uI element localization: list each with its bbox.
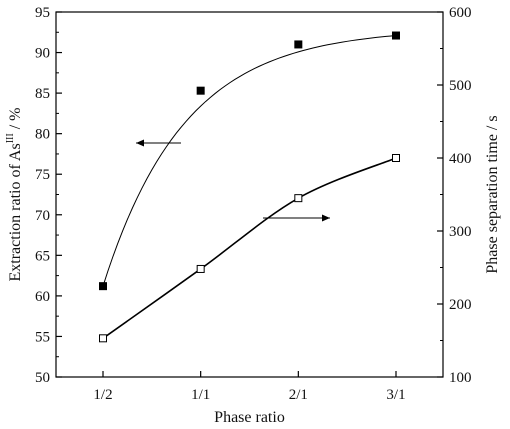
filled-square-point [99,282,107,291]
left-tick-label: 75 [35,167,50,183]
left-tick-label: 95 [35,5,50,21]
right-tick-label: 300 [449,224,472,240]
right-tick-label: 400 [449,151,472,167]
x-tick-label: 1/1 [191,387,210,403]
left-tick-label: 85 [35,86,50,102]
x-axis-ticks: 1/2 1/1 2/1 3/1 [93,371,406,403]
y-left-title-prefix: Extraction ratio of As [7,143,24,281]
left-tick-label: 90 [35,46,50,62]
series-arrows [136,139,330,222]
x-tick-label: 1/2 [93,387,112,403]
x-tick-label: 2/1 [289,387,308,403]
right-axis-ticks: 100 200 300 400 500 600 [437,5,472,386]
y-left-axis-title: Extraction ratio of AsIII / % [5,108,24,282]
left-tick-label: 80 [35,127,50,143]
y-right-axis-title: Phase separation time / s [484,115,501,273]
y-left-title-superscript: III [5,133,16,143]
right-tick-label: 100 [449,370,472,386]
filled-square-point [294,40,303,49]
right-arrow-head [322,214,330,222]
right-tick-label: 200 [449,297,472,313]
left-tick-label: 60 [35,289,50,305]
filled-square-point [196,86,205,95]
left-tick-label: 65 [35,248,50,264]
series-line [102,35,397,287]
left-axis-ticks: 50 55 60 65 70 75 80 85 90 95 [35,5,62,386]
open-square-point [392,154,400,162]
filled-square-point [392,31,400,40]
left-arrow-head [136,139,144,147]
x-axis-title: Phase ratio [214,409,285,426]
plot-frame [55,11,444,378]
open-square-point [99,334,107,343]
left-tick-label: 50 [35,370,50,386]
left-tick-label: 55 [35,329,50,345]
left-tick-label: 70 [35,208,50,224]
right-tick-label: 500 [449,78,472,94]
open-square-point [294,194,303,203]
series-markers [99,31,400,343]
right-tick-label: 600 [449,5,472,21]
open-square-point [196,264,205,273]
y-left-title-suffix: / % [7,108,24,134]
x-tick-label: 3/1 [386,387,405,403]
series-curves [102,35,397,339]
series-line [102,157,397,339]
